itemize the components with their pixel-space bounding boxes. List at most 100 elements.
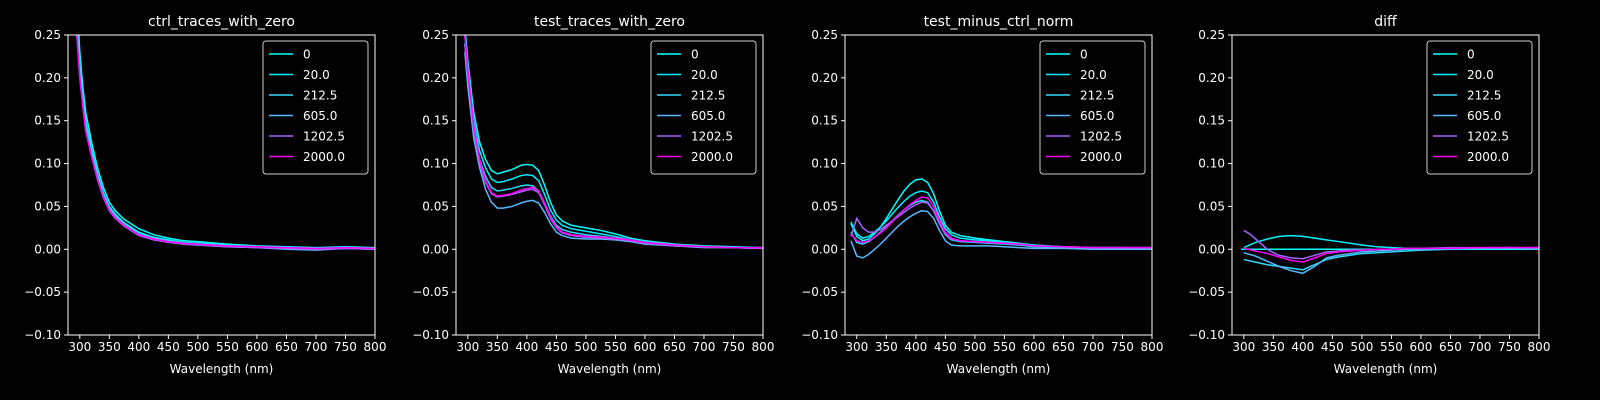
legend-entry: 20.0 — [691, 68, 718, 82]
x-tick-label: 800 — [1528, 340, 1551, 354]
y-tick-label: 0.15 — [811, 114, 838, 128]
legend-entry: 1202.5 — [1467, 130, 1509, 144]
x-tick-label: 400 — [127, 340, 150, 354]
x-tick-label: 350 — [486, 340, 509, 354]
x-tick-label: 600 — [1409, 340, 1432, 354]
y-tick-label: 0.05 — [1198, 199, 1225, 213]
legend-entry: 1202.5 — [691, 130, 733, 144]
y-tick-label: 0.15 — [422, 114, 449, 128]
x-tick-label: 800 — [364, 340, 387, 354]
chart-panel-2: test_traces_with_zero 300 350 400 450 500 550 6… — [412, 14, 774, 376]
series-group — [1240, 229, 1539, 275]
legend-entry: 1202.5 — [303, 130, 345, 144]
legend-entry: 0 — [303, 48, 311, 62]
y-tick-label: 0.25 — [811, 28, 838, 42]
x-tick-label: 700 — [1082, 340, 1105, 354]
y-tick-label: 0.10 — [422, 157, 449, 171]
x-tick-label: 800 — [752, 340, 775, 354]
x-tick-label: 500 — [1350, 340, 1373, 354]
y-tick-label: 0.20 — [34, 71, 61, 85]
y-tick-label: 0.00 — [422, 242, 449, 256]
series-line-5 — [850, 196, 1152, 249]
x-tick-label: 450 — [545, 340, 568, 354]
legend-entry: 0 — [1467, 48, 1475, 62]
y-tick-label: 0.05 — [422, 199, 449, 213]
legend-entry: 605.0 — [691, 109, 725, 123]
legend-entry: 605.0 — [1080, 109, 1114, 123]
axes-frame — [67, 34, 376, 336]
x-tick-label: 800 — [1141, 340, 1164, 354]
legend-entry: 20.0 — [1080, 68, 1107, 82]
y-tick-label: 0.20 — [422, 71, 449, 85]
y-tick-label: −0.10 — [24, 328, 61, 342]
x-tick-label: 350 — [1262, 340, 1285, 354]
chart-title: test_minus_ctrl_norm — [924, 14, 1074, 30]
series-group — [76, 35, 375, 251]
legend-entry: 2000.0 — [303, 150, 345, 164]
x-tick-label: 450 — [1321, 340, 1344, 354]
y-tick-label: 0.10 — [34, 157, 61, 171]
x-tick-label: 600 — [245, 340, 268, 354]
x-tick-label: 350 — [98, 340, 121, 354]
chart-panel-3: test_minus_ctrl_norm 300 350 400 450 500 550 60… — [801, 14, 1163, 376]
legend: 0 20.0 212.5 605.0 1202.5 2000.0 — [262, 40, 369, 175]
series-group — [464, 35, 763, 250]
y-tick-label: 0.10 — [811, 157, 838, 171]
x-tick-label: 500 — [963, 340, 986, 354]
x-tick-label: 700 — [305, 340, 328, 354]
chart-title: test_traces_with_zero — [534, 14, 685, 30]
series-line-3 — [464, 52, 763, 250]
x-tick-label: 500 — [574, 340, 597, 354]
x-tick-label: 700 — [693, 340, 716, 354]
series-line-5 — [76, 35, 375, 250]
x-tick-label: 400 — [515, 340, 538, 354]
legend-entry: 0 — [691, 48, 699, 62]
y-tick-label: 0.10 — [1198, 157, 1225, 171]
series-line-5 — [1243, 246, 1539, 263]
legend-entry: 1202.5 — [1080, 130, 1122, 144]
legend-entry: 2000.0 — [1080, 150, 1122, 164]
x-tick-label: 450 — [157, 340, 180, 354]
y-tick-label: −0.05 — [801, 285, 838, 299]
x-tick-label: 550 — [216, 340, 239, 354]
x-tick-label: 550 — [1380, 340, 1403, 354]
legend-entry: 212.5 — [303, 89, 337, 103]
y-tick-label: 0.25 — [1198, 28, 1225, 42]
x-tick-label: 650 — [1052, 340, 1075, 354]
y-tick-label: −0.10 — [801, 328, 838, 342]
x-tick-label: 650 — [663, 340, 686, 354]
x-axis-label: Wavelength (nm) — [558, 362, 662, 376]
x-axis-label: Wavelength (nm) — [947, 362, 1051, 376]
x-tick-label: 700 — [1469, 340, 1492, 354]
x-tick-label: 400 — [1291, 340, 1314, 354]
chart-panel-4: diff 300 350 400 450 500 550 600 650 700 750 800 −0.… — [1188, 14, 1550, 376]
series-group — [850, 178, 1152, 259]
x-tick-label: 350 — [875, 340, 898, 354]
chart-panel-1: ctrl_traces_with_zero 300 350 400 450 500 550 6… — [24, 14, 387, 376]
y-tick-label: 0.25 — [34, 28, 61, 42]
axes-frame — [844, 34, 1153, 336]
legend-entry: 605.0 — [303, 109, 337, 123]
series-line-0 — [464, 35, 763, 249]
series-line-5 — [464, 35, 763, 249]
x-axis-label: Wavelength (nm) — [170, 362, 274, 376]
series-line-0 — [78, 35, 375, 249]
y-tick-label: 0.25 — [422, 28, 449, 42]
legend-entry: 212.5 — [1080, 89, 1114, 103]
x-tick-label: 600 — [1022, 340, 1045, 354]
x-tick-label: 300 — [68, 340, 91, 354]
x-tick-label: 300 — [456, 340, 479, 354]
legend-entry: 212.5 — [691, 89, 725, 103]
y-tick-label: 0.20 — [1198, 71, 1225, 85]
y-tick-label: 0.15 — [34, 114, 61, 128]
legend-entry: 0 — [1080, 48, 1088, 62]
axes-frame — [1231, 34, 1540, 336]
x-tick-label: 400 — [904, 340, 927, 354]
y-tick-label: −0.05 — [24, 285, 61, 299]
y-tick-label: 0.05 — [34, 199, 61, 213]
legend: 0 20.0 212.5 605.0 1202.5 2000.0 — [650, 40, 757, 175]
y-tick-label: −0.05 — [412, 285, 449, 299]
y-tick-label: 0.05 — [811, 199, 838, 213]
x-tick-label: 550 — [604, 340, 627, 354]
